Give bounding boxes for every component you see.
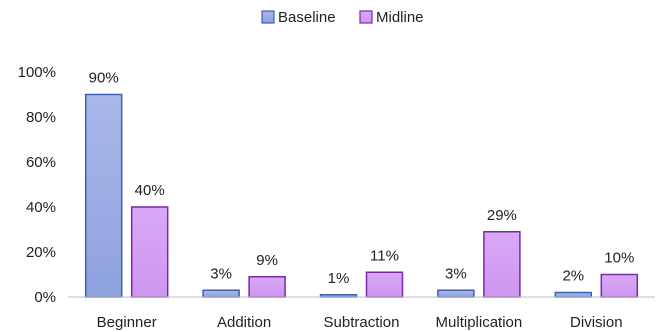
y-tick-label: 20% <box>26 244 56 261</box>
y-tick-label: 60% <box>26 154 56 171</box>
y-tick-label: 80% <box>26 109 56 126</box>
x-tick-label: Beginner <box>97 314 157 331</box>
x-tick-label: Addition <box>217 314 271 331</box>
x-axis: Beginner Addition Subtraction Multiplicatio… <box>68 296 655 331</box>
data-label-baseline: 2% <box>562 268 584 285</box>
y-tick-label: 40% <box>26 199 56 216</box>
y-tick-label: 0% <box>34 289 56 306</box>
data-label-midline: 11% <box>370 247 399 264</box>
legend-swatch-baseline <box>261 10 275 24</box>
bar-baseline-multiplication <box>437 289 475 298</box>
data-label-midline: 29% <box>487 207 517 224</box>
data-label-midline: 9% <box>256 252 278 269</box>
y-tick-label: 100% <box>18 64 56 81</box>
data-label-baseline: 3% <box>210 265 232 282</box>
x-tick-label: Multiplication <box>436 314 523 331</box>
bar-midline-division <box>600 273 639 298</box>
y-axis: 0% 20% 40% 60% 80% 100% <box>18 64 56 306</box>
data-label-baseline: 1% <box>328 270 350 287</box>
legend-label-baseline: Baseline <box>278 9 336 26</box>
bars: 90% 40% 3% 9% 1% 11% 3% 29% 2% 10% <box>84 70 639 298</box>
bar-midline-multiplication <box>483 231 521 298</box>
bar-midline-addition <box>248 276 286 298</box>
data-label-baseline: 90% <box>89 70 119 87</box>
data-label-baseline: 3% <box>445 265 467 282</box>
bar-baseline-addition <box>202 289 240 298</box>
bar-midline-beginner <box>130 206 169 298</box>
legend: Baseline Midline <box>261 9 424 26</box>
x-tick-label: Subtraction <box>324 314 400 331</box>
data-label-midline: 10% <box>604 250 634 267</box>
legend-swatch-midline <box>359 10 373 24</box>
bar-baseline-division <box>554 291 593 298</box>
legend-label-midline: Midline <box>376 9 424 26</box>
bar-midline-subtraction <box>365 271 404 298</box>
bar-baseline-beginner <box>84 93 123 298</box>
x-tick-label: Division <box>570 314 623 331</box>
data-label-midline: 40% <box>135 182 165 199</box>
